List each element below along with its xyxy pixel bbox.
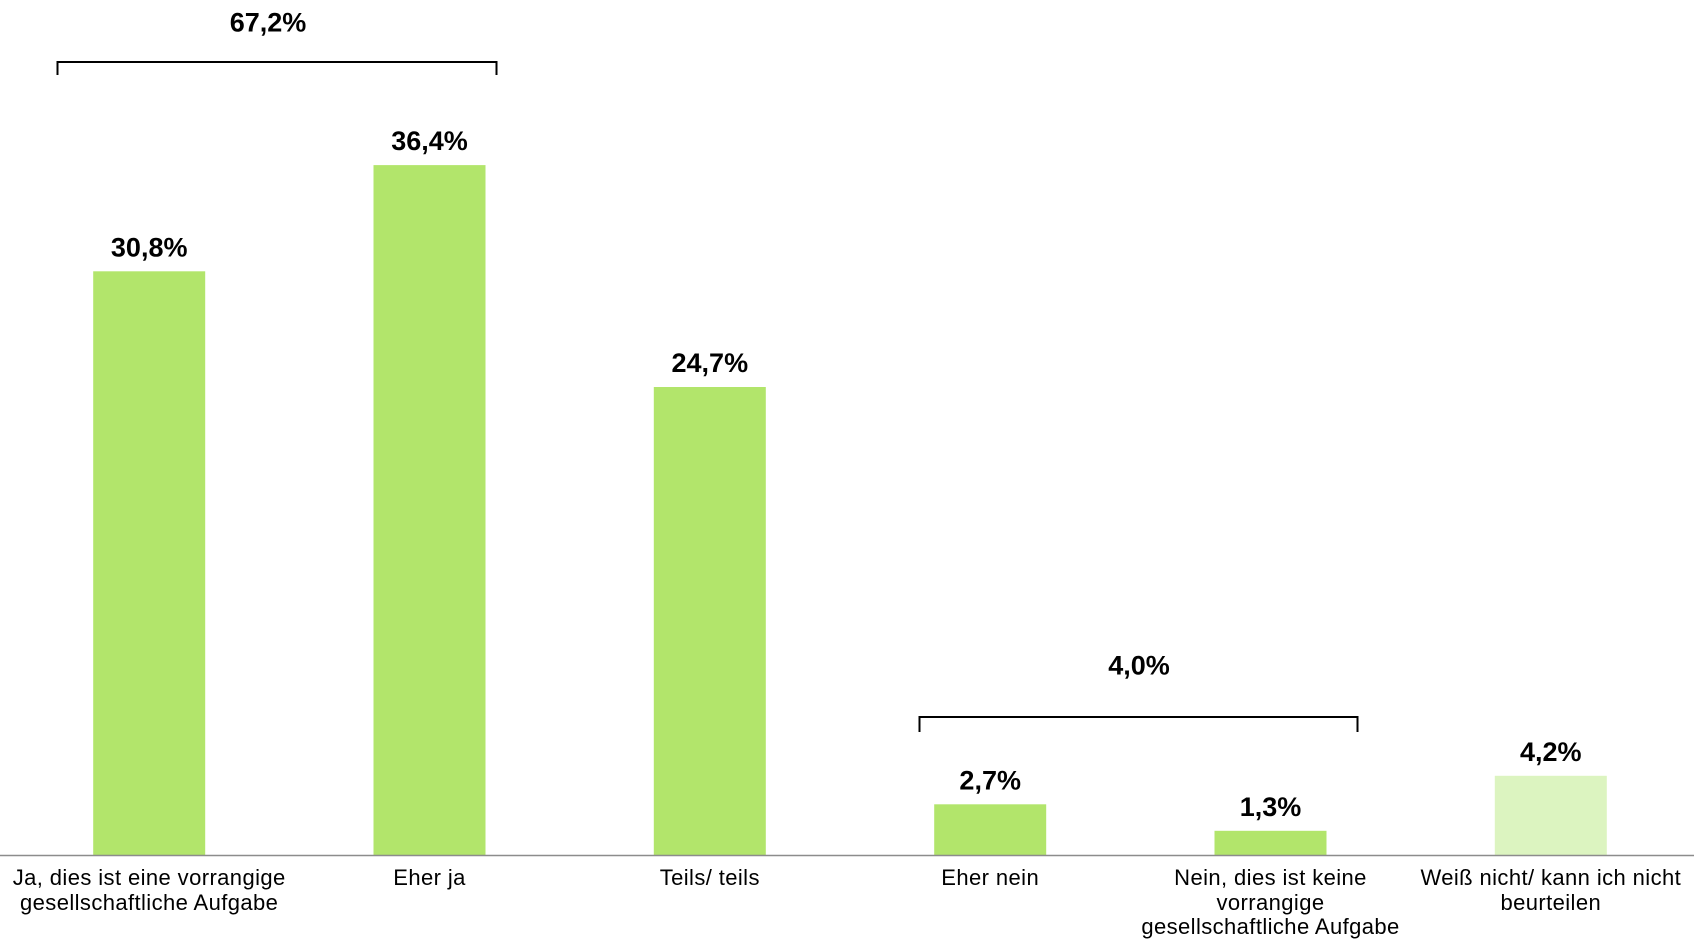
bar-weiss-nicht (1494, 775, 1607, 856)
category-label-weiss-nicht: Weiß nicht/ kann ich nicht beurteilen (1420, 865, 1682, 915)
category-label-teils-teils: Teils/ teils (659, 865, 760, 890)
data-label-nein-keine-vorrangige-aufgabe: 1,3% (1240, 792, 1302, 822)
bracket-ja-total (56, 61, 498, 75)
category-label-ja-vorrangige-aufgabe: Ja, dies ist eine vorrangige gesellschaf… (12, 865, 286, 915)
bar-eher-nein (934, 804, 1047, 856)
bracket-label-ja-total: 67,2% (230, 8, 307, 38)
data-label-teils-teils: 24,7% (672, 348, 749, 378)
bar-eher-ja (373, 165, 486, 856)
data-label-eher-nein: 2,7% (959, 765, 1021, 795)
category-label-eher-ja: Eher ja (393, 865, 466, 890)
data-label-ja-vorrangige-aufgabe: 30,8% (111, 232, 188, 262)
category-label-nein-keine-vorrangige-aufgabe: Nein, dies ist keine vorrangige gesellsc… (1141, 865, 1400, 939)
bracket-nein-total (918, 716, 1359, 732)
bar-nein-keine-vorrangige-aufgabe (1214, 830, 1327, 856)
data-label-weiss-nicht: 4,2% (1520, 737, 1582, 767)
category-label-eher-nein: Eher nein (941, 865, 1040, 890)
bar-ja-vorrangige-aufgabe (93, 271, 206, 856)
data-labels-group: 30,8% 36,4% 24,7% 2,7% 1,3% 4,2% (111, 126, 1582, 822)
bars-group (93, 165, 1607, 856)
brackets-group: 67,2% 4,0% (56, 8, 1359, 732)
data-label-eher-ja: 36,4% (391, 126, 468, 156)
bar-teils-teils (653, 387, 766, 856)
bracket-label-nein-total: 4,0% (1108, 651, 1170, 681)
